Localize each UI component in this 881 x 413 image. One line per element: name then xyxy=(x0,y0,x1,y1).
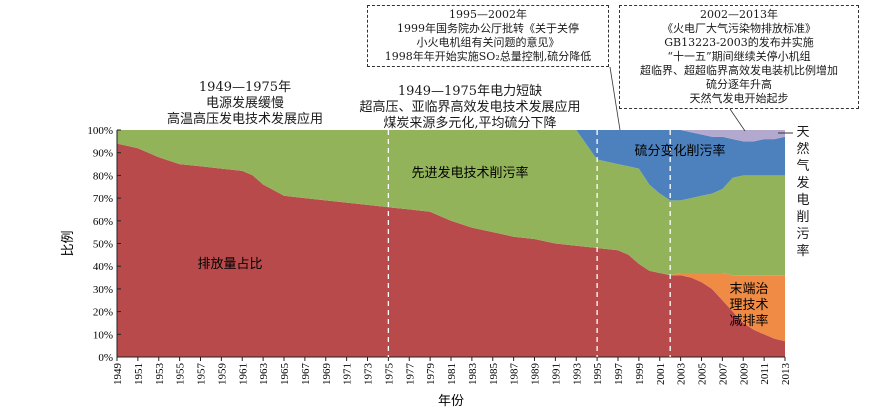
endtreat-area-label: 减排率 xyxy=(729,313,768,329)
note-line: 1998年年开始实施SO₂总量控制,硫分降低 xyxy=(384,50,592,63)
note-line: “十一五”期间继续关停小机组 xyxy=(667,50,811,63)
x-tick-label: 2011 xyxy=(759,363,771,385)
note-line: GB13223-2003的发布并实施 xyxy=(664,36,814,49)
series-area xyxy=(117,143,785,357)
y-tick-label: 60% xyxy=(93,216,113,228)
x-tick-label: 2007 xyxy=(717,363,729,386)
annotation-box-1995-2002: 1995—2002年 1999年国务院办公厅批转《关于关停 小火电机组有关问题的… xyxy=(367,5,609,67)
y-tick-label: 30% xyxy=(93,284,113,296)
x-tick-label: 1973 xyxy=(363,363,375,386)
note-line: 天然气发电开始起步 xyxy=(689,92,789,105)
label-char: 气 xyxy=(796,159,810,174)
note-line: 硫分逐年升高 xyxy=(706,78,772,91)
y-axis-title: 比例 xyxy=(61,230,76,256)
x-tick-label: 1963 xyxy=(258,363,270,386)
endtreat-area-label: 末端治 xyxy=(729,282,768,297)
period-note-1949-1975: 1949—1975年 电源发展缓慢 高温高压发电技术发展应用 xyxy=(150,80,340,128)
x-tick-label: 1983 xyxy=(467,363,479,386)
label-char: 电 xyxy=(796,193,810,208)
x-axis-title: 年份 xyxy=(438,394,464,409)
sulfur-area-label: 硫分变化削污率 xyxy=(634,143,725,159)
annotation-box-2002-2013: 2002—2013年 《火电厂大气污染物排放标准》 GB13223-2003的发… xyxy=(619,5,859,109)
x-tick-label: 1957 xyxy=(196,363,208,386)
y-tick-label: 70% xyxy=(93,193,113,205)
x-tick-label: 1969 xyxy=(321,363,333,386)
leader-line xyxy=(729,108,746,132)
x-tick-label: 1949 xyxy=(112,363,124,386)
y-tick-label: 50% xyxy=(93,239,113,251)
note-line: 1949—1975年电力短缺 xyxy=(397,84,543,99)
x-tick-label: 1959 xyxy=(216,363,228,386)
x-tick-label: 1993 xyxy=(571,363,583,386)
x-tick-label: 1985 xyxy=(488,363,500,386)
x-tick-label: 1979 xyxy=(425,363,437,386)
emission-area-label: 排放量占比 xyxy=(197,257,262,272)
note-line: 1949—1975年 xyxy=(198,80,292,95)
label-char: 率 xyxy=(796,244,810,259)
note-line: 1995—2002年 xyxy=(449,8,527,21)
label-char: 天 xyxy=(796,125,810,140)
x-tick-label: 1977 xyxy=(404,363,416,386)
x-tick-label: 1967 xyxy=(300,363,312,386)
x-tick-label: 1995 xyxy=(592,363,604,386)
y-tick-label: 80% xyxy=(93,170,113,182)
note-line: 《火电厂大气污染物排放标准》 xyxy=(662,22,816,35)
y-tick-label: 20% xyxy=(93,307,113,319)
advanced-area-label: 先进发电技术削污率 xyxy=(411,165,528,181)
y-tick-label: 10% xyxy=(93,329,113,341)
endtreat-area-label: 理技术 xyxy=(729,298,768,313)
note-line: 煤炭来源多元化,平均硫分下降 xyxy=(383,116,557,131)
x-tick-label: 2001 xyxy=(655,363,667,385)
x-tick-label: 2003 xyxy=(676,363,688,386)
x-tick-label: 2013 xyxy=(780,363,792,386)
series-area xyxy=(117,130,785,276)
x-tick-label: 1991 xyxy=(550,363,562,385)
note-line: 1999年国务院办公厅批转《关于关停 xyxy=(397,22,579,35)
note-line: 小火电机组有关问题的意见》 xyxy=(416,36,560,49)
x-tick-label: 1971 xyxy=(342,363,354,385)
x-tick-label: 1981 xyxy=(446,363,458,385)
x-tick-label: 1975 xyxy=(383,363,395,386)
note-line: 高温高压发电技术发展应用 xyxy=(166,112,323,127)
x-tick-label: 2009 xyxy=(738,363,750,386)
series-area xyxy=(117,130,785,201)
y-tick-label: 90% xyxy=(93,148,113,160)
note-line: 超临界、超超临界高效发电装机比例增加 xyxy=(640,64,838,77)
x-tick-label: 1951 xyxy=(133,363,145,385)
x-tick-label: 2005 xyxy=(697,363,709,386)
x-tick-label: 1987 xyxy=(509,363,521,386)
leader-line xyxy=(609,66,621,131)
x-tick-label: 1953 xyxy=(154,363,166,386)
x-tick-label: 1989 xyxy=(530,363,542,386)
note-line: 超高压、亚临界高效发电技术发展应用 xyxy=(359,100,581,115)
x-tick-label: 1965 xyxy=(279,363,291,386)
x-tick-label: 1997 xyxy=(613,363,625,386)
y-tick-label: 40% xyxy=(93,261,113,273)
x-tick-label: 1961 xyxy=(237,363,249,385)
gas-area-label: 天 然 气 发 电 削 污 率 xyxy=(795,124,811,260)
note-line: 2002—2013年 xyxy=(700,8,778,21)
x-tick-label: 1999 xyxy=(634,363,646,386)
note-line: 电源发展缓慢 xyxy=(205,96,284,111)
series-area xyxy=(117,130,785,142)
label-char: 污 xyxy=(796,227,810,242)
label-char: 发 xyxy=(796,176,810,191)
period-note-shortage: 1949—1975年电力短缺 超高压、亚临界高效发电技术发展应用 煤炭来源多元化… xyxy=(355,84,585,132)
y-tick-label: 0% xyxy=(98,352,113,364)
label-char: 然 xyxy=(796,142,810,157)
x-tick-label: 1955 xyxy=(175,363,187,386)
label-char: 削 xyxy=(796,210,810,225)
y-tick-label: 100% xyxy=(87,125,113,137)
